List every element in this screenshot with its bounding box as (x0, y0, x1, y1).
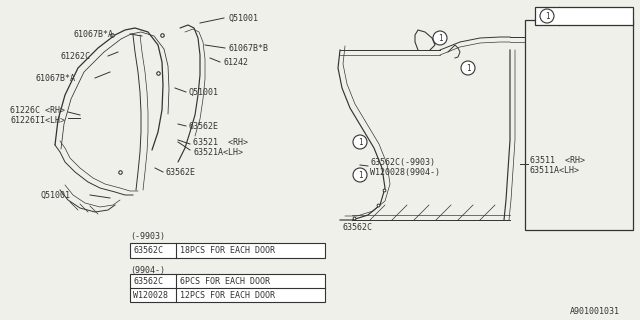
Text: 61262C: 61262C (60, 52, 90, 60)
Circle shape (353, 168, 367, 182)
Text: Q51001: Q51001 (188, 87, 218, 97)
Text: 61226II<LH>: 61226II<LH> (10, 116, 65, 124)
Text: (-9903): (-9903) (130, 233, 165, 242)
Text: 1: 1 (466, 63, 470, 73)
Text: 61226C <RH>: 61226C <RH> (10, 106, 65, 115)
Text: Q51001: Q51001 (40, 190, 70, 199)
Bar (130, 274, 325, 302)
Text: (9904-): (9904-) (130, 266, 165, 275)
Text: 1: 1 (358, 171, 362, 180)
Bar (130, 243, 325, 258)
Text: 6PCS FOR EACH DOOR: 6PCS FOR EACH DOOR (180, 276, 270, 285)
Text: A901001031: A901001031 (570, 308, 620, 316)
Text: 1: 1 (545, 12, 549, 20)
Text: 63511A<LH>: 63511A<LH> (530, 165, 580, 174)
Text: 63521A<LH>: 63521A<LH> (193, 148, 243, 156)
Text: 63511  <RH>: 63511 <RH> (530, 156, 585, 164)
Text: 63562C: 63562C (133, 276, 163, 285)
Text: 61067B*A: 61067B*A (73, 29, 113, 38)
Text: 61067B*A: 61067B*A (35, 74, 75, 83)
Text: 12PCS FOR EACH DOOR: 12PCS FOR EACH DOOR (180, 291, 275, 300)
Bar (525, 20, 633, 230)
Text: 63562C: 63562C (342, 222, 372, 231)
Bar (535, 7, 633, 25)
Text: 1: 1 (358, 138, 362, 147)
Circle shape (353, 135, 367, 149)
Text: 63562C: 63562C (133, 246, 163, 255)
Text: 63562E: 63562E (188, 122, 218, 131)
Text: W120028: W120028 (133, 291, 168, 300)
Text: 18PCS FOR EACH DOOR: 18PCS FOR EACH DOOR (180, 246, 275, 255)
Text: 63521  <RH>: 63521 <RH> (193, 138, 248, 147)
Text: 63562E: 63562E (563, 11, 600, 21)
Text: W120028(9904-): W120028(9904-) (370, 167, 440, 177)
Circle shape (540, 9, 554, 23)
Circle shape (433, 31, 447, 45)
Text: 61242: 61242 (223, 58, 248, 67)
Text: Q51001: Q51001 (228, 13, 258, 22)
Text: 63562E: 63562E (165, 167, 195, 177)
Text: 1: 1 (438, 34, 442, 43)
Text: 61067B*B: 61067B*B (228, 44, 268, 52)
Circle shape (461, 61, 475, 75)
Text: 63562C(-9903): 63562C(-9903) (370, 157, 435, 166)
